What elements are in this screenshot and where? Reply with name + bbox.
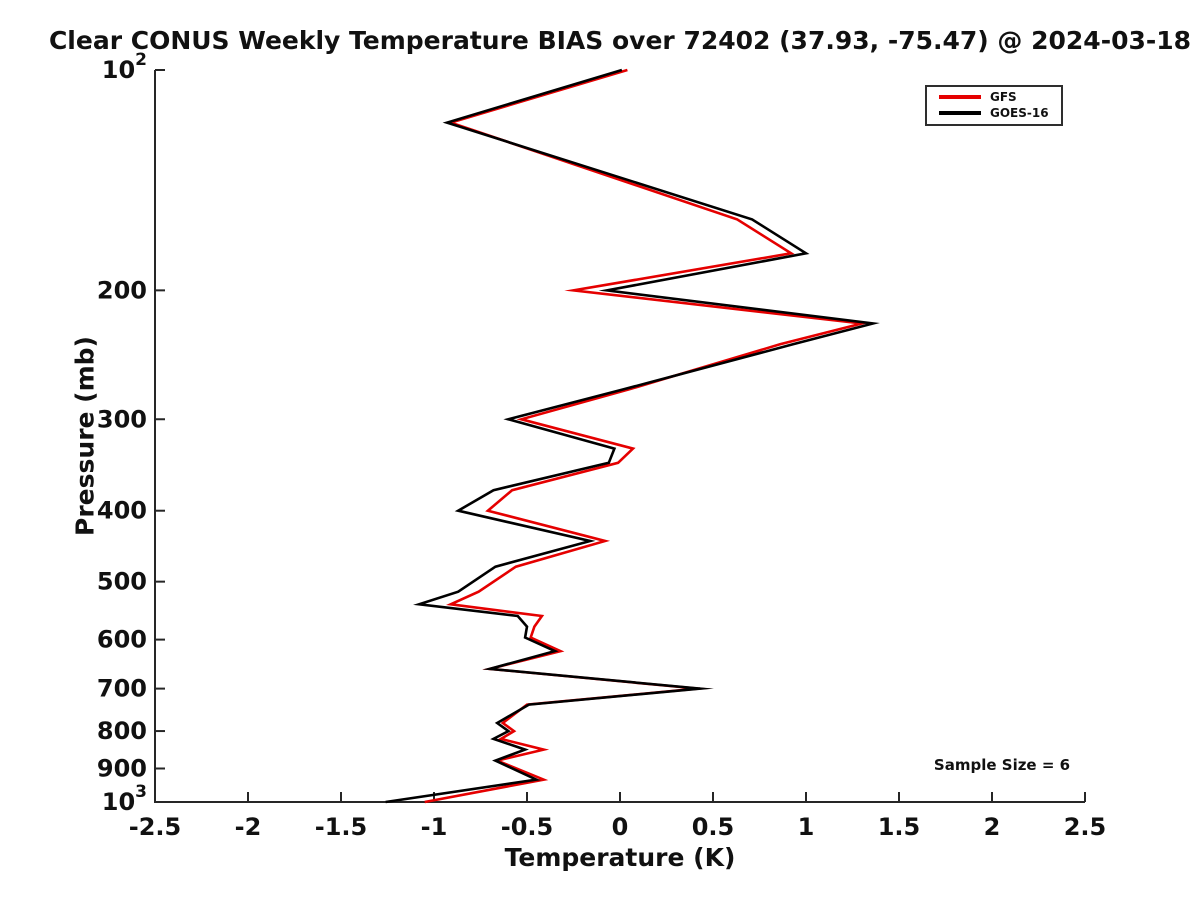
legend-line-swatch <box>939 111 981 115</box>
y-tick-label: 600 <box>97 626 147 654</box>
y-axis-label: Pressure (mb) <box>70 336 100 536</box>
sample-size-annotation: Sample Size = 6 <box>933 756 1071 774</box>
x-tick-label: 0 <box>612 813 629 841</box>
x-axis-label: Temperature (K) <box>504 843 736 872</box>
chart-title: Clear CONUS Weekly Temperature BIAS over… <box>48 26 1192 55</box>
y-tick-label: 102 <box>102 50 147 84</box>
legend-entry-gfs: GFS <box>939 91 1053 103</box>
x-tick-label: -1.5 <box>315 813 367 841</box>
y-tick-label: 700 <box>97 675 147 703</box>
y-tick-label: 300 <box>97 405 147 433</box>
legend-label: GOES-16 <box>990 106 1049 120</box>
series-goes-16-line <box>385 68 880 804</box>
x-tick-label: -2.5 <box>129 813 181 841</box>
y-tick-label: 500 <box>97 568 147 596</box>
legend-entry-goes-16: GOES-16 <box>939 107 1053 119</box>
legend: GFS GOES-16 <box>925 85 1063 126</box>
y-tick-label: 103 <box>102 782 147 816</box>
x-tick-label: 2.5 <box>1064 813 1107 841</box>
x-tick-label: -2 <box>235 813 262 841</box>
y-tick-label: 200 <box>97 276 147 304</box>
x-tick-label: 1.5 <box>878 813 921 841</box>
x-tick-label: -1 <box>421 813 448 841</box>
legend-label: GFS <box>990 90 1017 104</box>
y-tick-label: 800 <box>97 717 147 745</box>
y-tick-label: 400 <box>97 497 147 525</box>
x-tick-label: 2 <box>984 813 1001 841</box>
legend-line-swatch <box>939 95 981 99</box>
series-gfs-line <box>424 68 869 804</box>
x-tick-label: -0.5 <box>501 813 553 841</box>
x-tick-label: 0.5 <box>692 813 735 841</box>
x-tick-label: 1 <box>798 813 815 841</box>
y-tick-label: 900 <box>97 755 147 783</box>
